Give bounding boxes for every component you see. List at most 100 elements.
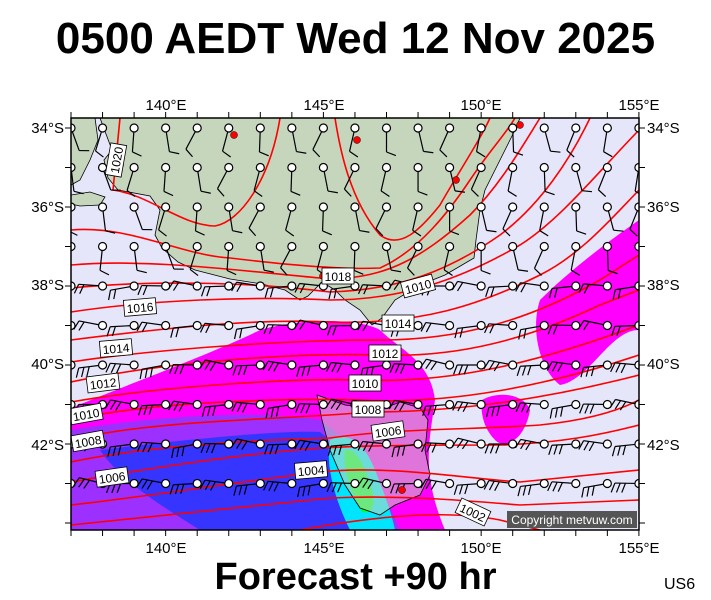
station-circle xyxy=(602,478,612,489)
svg-text:1008: 1008 xyxy=(74,433,103,451)
station-circle xyxy=(129,439,139,449)
wind-barb xyxy=(168,399,202,412)
station-circle xyxy=(602,399,612,410)
station-circle xyxy=(192,123,202,133)
wind-barb xyxy=(161,123,180,155)
station-circle xyxy=(97,123,108,133)
station-circle xyxy=(71,281,76,291)
svg-text:1020: 1020 xyxy=(108,145,126,174)
wind-barb xyxy=(285,202,297,237)
lat-label: 34°S xyxy=(31,120,64,137)
wind-barb xyxy=(390,478,423,494)
axis-ticks xyxy=(65,112,645,536)
station-circle xyxy=(287,399,297,410)
station-circle xyxy=(508,399,518,410)
wind-barb xyxy=(602,202,624,232)
wind-barb xyxy=(381,123,397,157)
svg-text:1006: 1006 xyxy=(374,423,403,441)
station-circle xyxy=(318,162,328,173)
station-circle xyxy=(508,202,518,212)
wind-barb xyxy=(94,123,108,158)
wind-barb xyxy=(485,399,518,418)
wind-barb xyxy=(296,360,328,377)
wind-barb xyxy=(602,241,618,275)
station-circle xyxy=(381,202,392,212)
wind-barb xyxy=(136,320,171,332)
isobar-label: 1020 xyxy=(104,142,128,178)
wind-barb xyxy=(484,320,518,334)
station-circle xyxy=(381,439,392,449)
station-circle xyxy=(350,360,360,370)
lon-label: 145°E xyxy=(303,540,344,557)
wind-barb xyxy=(476,202,497,233)
station-circle xyxy=(129,202,139,212)
station-circle xyxy=(71,202,76,212)
station-circle xyxy=(161,320,171,331)
wind-barb xyxy=(129,123,142,157)
city-marker xyxy=(230,131,238,139)
wind-barb xyxy=(248,202,265,237)
wind-barb xyxy=(280,241,297,276)
lon-label: 150°E xyxy=(460,97,501,114)
wind-barb xyxy=(138,399,171,416)
wind-barb xyxy=(375,202,392,237)
wind-barb xyxy=(549,399,581,419)
station-circle xyxy=(381,123,392,133)
left-axis: 34°S 36°S 38°S 40°S 42°S xyxy=(31,120,64,454)
wind-barb xyxy=(581,478,612,498)
station-circle xyxy=(192,439,202,449)
station-circle xyxy=(508,439,518,449)
wind-barb xyxy=(453,360,486,375)
wind-barb xyxy=(602,123,613,158)
station-circle xyxy=(224,478,234,489)
station-circle xyxy=(350,241,360,252)
wind-barb xyxy=(170,320,202,338)
wind-barb xyxy=(216,162,234,197)
isobar-label: 1008 xyxy=(351,400,385,418)
station-circle xyxy=(224,281,234,291)
lon-label: 140°E xyxy=(145,97,186,114)
station-circle xyxy=(192,320,202,331)
station-circle xyxy=(571,241,581,252)
wind-barb xyxy=(230,438,265,450)
wind-barb xyxy=(451,437,486,450)
station-circle xyxy=(224,162,234,173)
svg-text:1012: 1012 xyxy=(372,347,399,361)
wind-barb xyxy=(137,281,171,296)
wind-barb xyxy=(168,360,202,375)
station-circle xyxy=(350,123,360,133)
rain-east-blob xyxy=(536,220,639,385)
wind-barb xyxy=(161,162,174,197)
wind-barb xyxy=(420,478,455,491)
station-circle xyxy=(255,399,265,410)
wind-barb xyxy=(357,439,392,452)
station-circle xyxy=(602,439,612,449)
station-circle xyxy=(318,123,328,133)
wind-barb xyxy=(73,281,108,295)
station-circle xyxy=(224,241,234,252)
station-circle xyxy=(224,360,234,370)
isobar-label: 1006 xyxy=(370,420,406,442)
station-circle xyxy=(476,399,486,410)
station-circle xyxy=(161,281,171,291)
wind-barb xyxy=(231,281,265,293)
station-circle xyxy=(161,478,171,489)
wind-barb xyxy=(233,320,265,340)
wind-barb xyxy=(514,438,549,451)
wind-barb xyxy=(539,123,561,153)
wind-barb xyxy=(232,360,265,376)
bottom-axis: 140°E 145°E 150°E 155°E xyxy=(145,540,659,557)
station-circle xyxy=(571,478,581,489)
wind-barb xyxy=(71,281,76,291)
station-circle xyxy=(571,202,581,212)
station-circle xyxy=(287,478,297,489)
station-circle xyxy=(413,360,423,370)
right-axis: 34°S 36°S 38°S 40°S 42°S xyxy=(647,120,680,454)
station-circle xyxy=(161,202,171,212)
wind-barb xyxy=(201,399,234,417)
wind-barb xyxy=(571,162,593,193)
wind-barb xyxy=(327,439,360,456)
station-circle xyxy=(287,281,297,291)
station-circle xyxy=(476,360,486,370)
